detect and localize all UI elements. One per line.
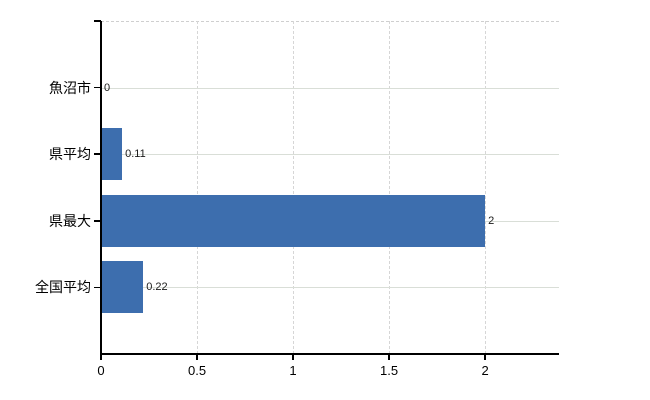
x-axis-tick	[484, 354, 486, 360]
x-axis-tick	[292, 354, 294, 360]
horizontal-gridline	[101, 154, 559, 156]
y-axis-tick	[94, 286, 101, 289]
y-axis-end-tick	[94, 20, 101, 22]
vertical-gridline	[485, 21, 487, 354]
vertical-gridline	[293, 21, 295, 354]
bar	[101, 261, 144, 314]
x-tick-label: 1.5	[380, 363, 399, 378]
x-axis-line	[100, 353, 559, 355]
category-label: 全国平均	[35, 279, 91, 296]
x-tick-label: 2	[481, 363, 489, 378]
value-label: 0.22	[146, 281, 168, 294]
vertical-gridline	[389, 21, 391, 354]
y-axis-tick	[94, 86, 101, 89]
category-label: 県平均	[49, 146, 91, 163]
horizontal-gridline	[101, 87, 559, 89]
x-tick-label: 0.5	[187, 363, 207, 378]
bar	[101, 128, 123, 181]
horizontal-gridline	[101, 287, 559, 289]
category-label: 県最大	[49, 212, 91, 229]
vertical-gridline	[197, 21, 199, 354]
x-tick-label: 1	[289, 363, 297, 378]
y-axis-tick	[94, 220, 101, 222]
plot-area	[100, 21, 559, 355]
category-label: 魚沼市	[49, 79, 91, 96]
value-label: 0	[104, 81, 111, 94]
value-label: 2	[488, 214, 495, 227]
x-tick-label: 0	[97, 363, 105, 378]
plot-top-border	[101, 21, 559, 22]
value-label: 0.11	[125, 148, 146, 161]
bar	[101, 194, 486, 247]
y-axis-tick	[94, 153, 101, 155]
y-axis-line	[100, 21, 102, 354]
x-axis-tick	[196, 354, 198, 360]
x-axis-tick	[100, 354, 102, 360]
x-axis-tick	[388, 354, 390, 360]
